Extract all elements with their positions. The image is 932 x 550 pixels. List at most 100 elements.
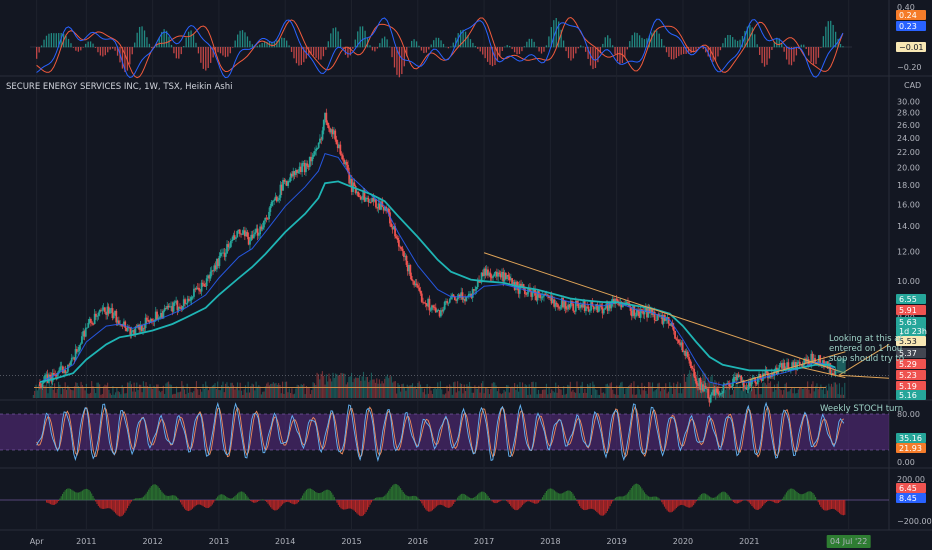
volume-bar <box>290 393 292 398</box>
candle-body <box>475 287 478 290</box>
momentum-bar <box>278 500 280 509</box>
osc-histogram-bar <box>386 39 388 48</box>
volume-bar <box>75 382 77 398</box>
osc-histogram-bar <box>482 47 484 55</box>
candle-body <box>302 162 305 164</box>
candle-body <box>380 201 382 210</box>
volume-bar <box>67 385 69 398</box>
osc-histogram-bar <box>771 47 773 50</box>
top-oscillator-pane[interactable] <box>30 16 852 79</box>
momentum-bar <box>662 500 664 505</box>
candle-body <box>772 373 774 377</box>
volume-bar <box>264 386 266 398</box>
candle-body <box>208 275 211 279</box>
volume-bar <box>805 388 807 398</box>
candle-body <box>82 331 85 337</box>
candle-body <box>273 200 276 201</box>
candle-body <box>387 208 390 213</box>
momentum-bar <box>612 500 614 502</box>
momentum-bar <box>262 499 264 501</box>
osc-histogram-bar <box>415 41 418 48</box>
volume-bar <box>636 394 638 398</box>
osc-histogram-bar <box>175 47 178 59</box>
momentum-bar <box>516 500 518 511</box>
volume-bar <box>529 394 532 398</box>
momentum-bar <box>140 498 142 501</box>
momentum-bar <box>75 492 77 501</box>
candle-body <box>214 265 217 270</box>
candle-body <box>716 388 718 393</box>
volume-bar <box>414 386 416 398</box>
candle-body <box>224 253 227 257</box>
volume-bar <box>376 378 378 398</box>
momentum-bar <box>791 488 793 501</box>
osc-histogram-bar <box>599 47 601 54</box>
osc-tick-label: 0.40 <box>897 3 915 12</box>
volume-bar <box>500 394 502 398</box>
osc-histogram-bar <box>352 47 354 49</box>
candle-body <box>676 339 679 341</box>
osc-histogram-bar <box>589 47 592 66</box>
volume-bar <box>434 387 436 398</box>
momentum-bar <box>214 500 216 501</box>
momentum-bar <box>69 488 72 501</box>
candle-body <box>176 300 179 311</box>
momentum-bar <box>274 500 276 511</box>
candle-body <box>576 300 578 303</box>
osc-histogram-bar <box>38 47 40 53</box>
osc-histogram-bar <box>335 27 337 48</box>
momentum-bar <box>185 500 187 510</box>
volume-bar <box>511 386 513 398</box>
candle-body <box>339 144 342 155</box>
candle-body <box>232 235 235 240</box>
candle-body <box>527 287 530 293</box>
momentum-pane[interactable] <box>0 483 889 517</box>
volume-bar <box>630 383 632 398</box>
candle-body <box>251 234 254 239</box>
momentum-bar <box>691 500 693 507</box>
osc-histogram-bar <box>499 47 501 57</box>
volume-bar <box>250 386 252 398</box>
osc-histogram-bar <box>535 46 538 48</box>
candle-body <box>536 291 539 301</box>
momentum-bar <box>217 496 219 501</box>
osc-histogram-bar <box>295 47 298 64</box>
momentum-bar <box>618 496 620 501</box>
candle-body <box>190 297 193 301</box>
candle-body <box>341 155 344 160</box>
momentum-bar <box>568 490 570 501</box>
osc-histogram-bar <box>371 47 374 51</box>
candle-body <box>531 291 534 297</box>
volume-bar <box>694 374 696 398</box>
volume-bar <box>825 385 827 398</box>
candle-body <box>316 147 319 149</box>
osc-histogram-bar <box>322 47 325 57</box>
candle-body <box>200 282 203 292</box>
volume-bar <box>617 394 619 398</box>
volume-bar <box>675 384 677 398</box>
momentum-bar <box>96 500 98 504</box>
volume-bar <box>804 388 806 398</box>
volume-bar <box>352 382 354 398</box>
candle-body <box>347 164 349 173</box>
volume-bar <box>650 386 652 398</box>
candle-body <box>41 382 44 388</box>
momentum-bar <box>105 500 107 509</box>
osc-histogram-bar <box>638 35 641 48</box>
candle-body <box>285 181 288 186</box>
stochastic-pane[interactable] <box>0 401 889 463</box>
momentum-bar <box>834 500 837 510</box>
candle-body <box>266 218 269 220</box>
momentum-bar <box>777 500 780 503</box>
osc-histogram-bar <box>773 41 775 48</box>
volume-bar <box>691 373 693 398</box>
candle-body <box>124 321 127 328</box>
osc-histogram-bar <box>224 47 227 58</box>
momentum-bar <box>205 500 207 508</box>
price-pane[interactable] <box>0 108 890 407</box>
volume-bar <box>38 384 40 398</box>
momentum-bar <box>388 490 390 501</box>
momentum-bar <box>695 500 697 502</box>
volume-bar <box>785 382 787 398</box>
